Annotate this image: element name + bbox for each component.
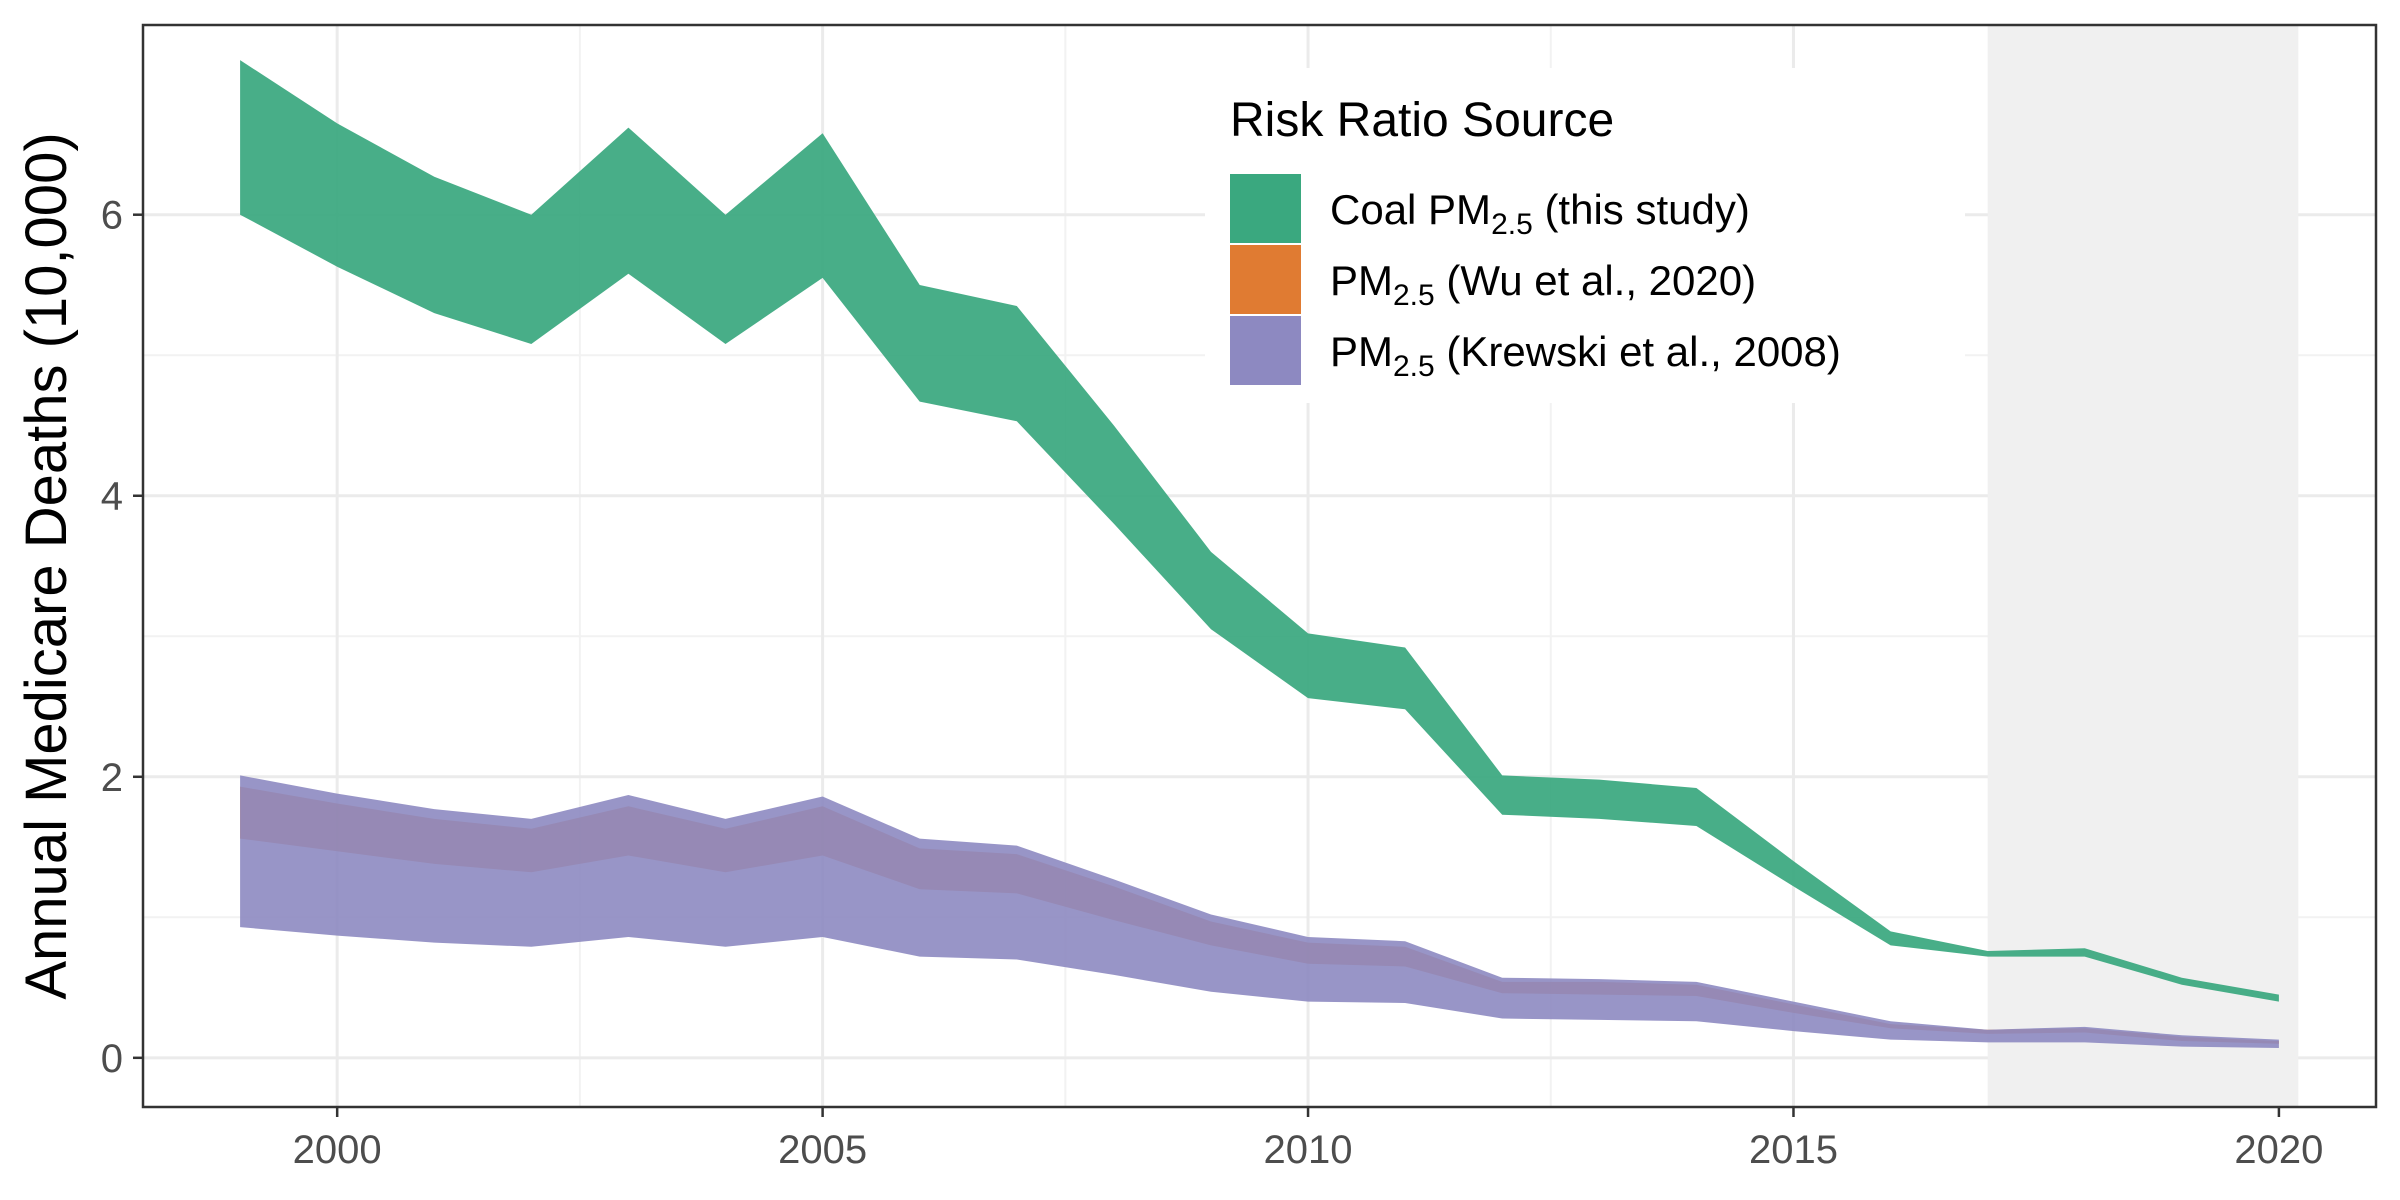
legend-background bbox=[1205, 68, 1965, 403]
y-tick-label: 2 bbox=[101, 756, 123, 800]
shaded-region bbox=[1987, 25, 2299, 1107]
plot-panel-border bbox=[141, 23, 2378, 1109]
legend: Risk Ratio Source Coal PM2.5 (this study)… bbox=[1205, 68, 1965, 403]
legend-label-2: PM2.5 (Wu et al., 2020) bbox=[1330, 257, 1756, 312]
y-tick-label: 0 bbox=[101, 1037, 123, 1081]
x-tick-label: 2005 bbox=[778, 1128, 867, 1172]
ribbon-1 bbox=[240, 60, 2279, 1002]
x-tick-label: 2010 bbox=[1264, 1128, 1353, 1172]
ribbon-bands bbox=[240, 60, 2279, 1048]
legend-key-2 bbox=[1230, 245, 1301, 314]
legend-key-3 bbox=[1230, 316, 1301, 385]
x-tick-label: 2015 bbox=[1749, 1128, 1838, 1172]
legend-key-1 bbox=[1230, 174, 1301, 243]
ribbon-3 bbox=[240, 775, 2279, 1048]
legend-label-1: Coal PM2.5 (this study) bbox=[1330, 186, 1750, 241]
legend-title: Risk Ratio Source bbox=[1230, 94, 1614, 147]
y-tick-label: 6 bbox=[101, 194, 123, 238]
x-axis: 2000 2005 2010 2015 2020 bbox=[293, 1107, 2323, 1172]
x-tick-label: 2020 bbox=[2234, 1128, 2323, 1172]
y-axis: 0 2 4 6 bbox=[101, 194, 143, 1081]
legend-label-3: PM2.5 (Krewski et al., 2008) bbox=[1330, 328, 1841, 383]
y-tick-label: 4 bbox=[101, 475, 123, 519]
y-axis-title: Annual Medicare Deaths (10,000) bbox=[14, 132, 79, 999]
x-tick-label: 2000 bbox=[293, 1128, 382, 1172]
